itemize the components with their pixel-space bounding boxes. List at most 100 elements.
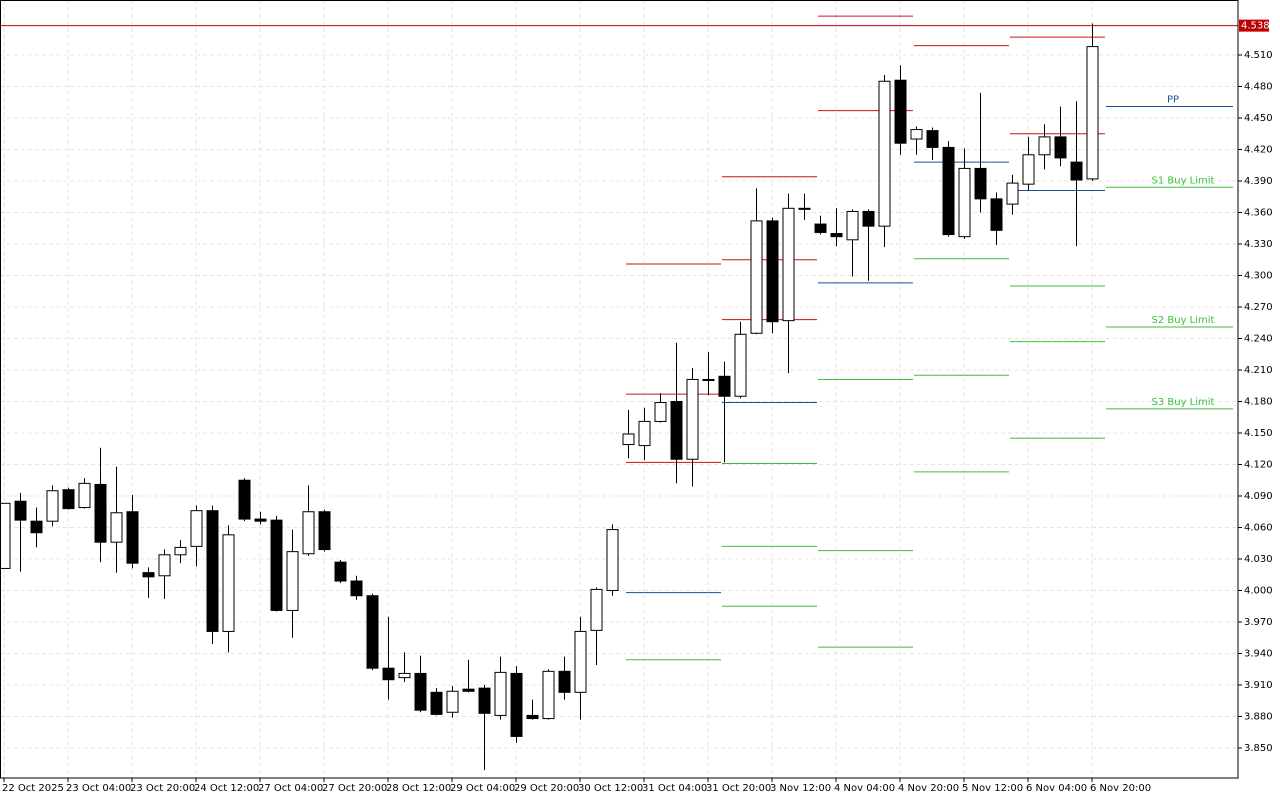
candle [846,209,859,277]
candle-body [254,518,267,522]
level-label: S3 Buy Limit [1152,397,1215,408]
candle-body [462,688,475,692]
candle-body [878,80,891,227]
candle-body [526,714,539,720]
y-tick-label: 3.970 [1244,617,1273,628]
candle [94,447,107,563]
candle-body [158,554,171,577]
y-tick-label: 3.910 [1244,680,1273,691]
candle-body [958,167,971,238]
candle [206,505,219,645]
candle [398,652,411,682]
candle [286,529,299,638]
candle [510,666,523,743]
candle [334,560,347,584]
candle [542,669,555,720]
y-tick-label: 3.850 [1244,743,1273,754]
candle-body [366,595,379,669]
candle-body [798,207,811,210]
candle-body [142,572,155,578]
level-label: PP [1167,94,1179,105]
candle [878,74,891,248]
x-tick-label: 29 Oct 20:00 [514,783,579,794]
x-tick-label: 27 Oct 20:00 [322,783,387,794]
candle-body [574,630,587,693]
y-tick-label: 4.510 [1244,50,1273,61]
candle [190,505,203,567]
candle [14,492,27,572]
candle [686,367,699,487]
candle [414,655,427,713]
candle-body [14,500,27,521]
x-tick-label: 23 Oct 20:00 [130,783,195,794]
candle-body [238,479,251,520]
candle-body [734,333,747,397]
candle-body [478,687,491,714]
candle [174,540,187,564]
candle [1006,174,1019,215]
candle [606,524,619,596]
plot-frame [0,0,1239,779]
candle-body [62,489,75,510]
candle-body [270,519,283,611]
candle-body [494,671,507,716]
candle-body [846,210,859,241]
y-tick-label: 4.300 [1244,271,1273,282]
candle-body [46,490,59,522]
candle-body [894,79,907,144]
candle [30,507,43,548]
candle-body [606,529,619,591]
candle [766,217,779,334]
x-tick-label: 30 Oct 12:00 [578,783,643,794]
candle-body [174,546,187,556]
candle [622,409,635,459]
candle [702,352,715,396]
level-label: S2 Buy Limit [1152,315,1215,326]
candle-body [862,210,875,227]
x-tick-label: 22 Oct 2025 [2,783,64,794]
candle [942,141,955,237]
candle [670,342,683,484]
candle-body [1022,154,1035,185]
candle-body [302,511,315,555]
candle [718,361,731,463]
candle-body [1038,136,1051,156]
candle-body [830,233,843,238]
candle-body [558,670,571,693]
candle [638,407,651,461]
candle [1070,101,1083,247]
candle [654,393,667,423]
candle-body [942,146,955,236]
y-tick-label: 3.880 [1244,711,1273,722]
candle [910,126,923,155]
candle-body [750,220,763,334]
y-tick-label: 4.090 [1244,491,1273,502]
candle-body [190,510,203,547]
x-tick-label: 28 Oct 12:00 [386,783,451,794]
candle-body [126,511,139,564]
candle-body [1006,182,1019,205]
candle-body [542,670,555,720]
y-tick-label: 4.030 [1244,554,1273,565]
candle-body [926,130,939,148]
candle [254,511,267,525]
y-tick-label: 4.330 [1244,239,1273,250]
candle-body [510,672,523,737]
x-tick-label: 27 Oct 04:00 [258,783,323,794]
candle-body [766,220,779,323]
candle-body [654,402,667,422]
candle [350,575,363,600]
candle [1022,136,1035,191]
candle [590,587,603,666]
candle [382,616,395,700]
y-tick-label: 4.150 [1244,428,1273,439]
candle-body [446,690,459,713]
y-tick-label: 4.420 [1244,145,1273,156]
candle [750,188,763,335]
x-tick-label: 6 Nov 04:00 [1026,783,1087,794]
candle [574,616,587,720]
y-tick-label: 4.120 [1244,459,1273,470]
candle-body [1070,161,1083,181]
y-tick-label: 4.210 [1244,365,1273,376]
candle [462,659,475,693]
